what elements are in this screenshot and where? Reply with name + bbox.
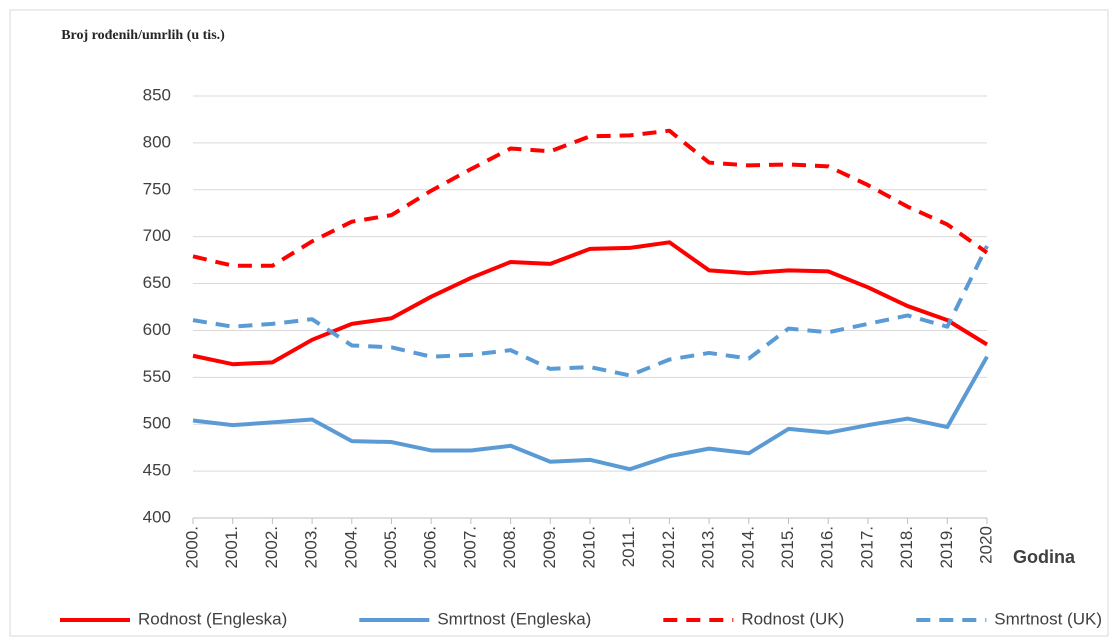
x-tick-label: 2014. (738, 526, 757, 569)
line-series (192, 240, 989, 367)
y-tick-label: 650 (143, 273, 171, 292)
y-tick-label: 700 (143, 226, 171, 245)
legend-label: Smrtnost (Engleska) (437, 609, 591, 628)
y-tick-label: 600 (143, 320, 171, 339)
x-tick-label: 2020 (976, 526, 995, 564)
y-tick-label: 750 (143, 179, 171, 198)
x-tick-label: 2001. (222, 526, 241, 569)
y-tick-label: 850 (143, 85, 171, 104)
x-tick-label: 2006. (421, 526, 440, 569)
x-tick-label: 2003. (302, 526, 321, 569)
x-tick-label: 2004. (341, 526, 360, 569)
y-tick-label: 550 (143, 367, 171, 386)
legend-label: Rodnost (UK) (741, 609, 844, 628)
x-tick-label: 2015. (778, 526, 797, 569)
x-tick-label: 2000. (182, 526, 201, 569)
x-tick-label: 2010. (579, 526, 598, 569)
y-tick-label: 800 (143, 132, 171, 151)
legend-label: Smrtnost (UK) (994, 609, 1102, 628)
y-tick-label: 500 (143, 414, 171, 433)
x-tick-label: 2009. (540, 526, 559, 569)
x-axis-title: Godina (1013, 547, 1076, 567)
x-tick-label: 2005. (381, 526, 400, 569)
line-series (192, 355, 989, 472)
x-tick-label: 2018. (897, 526, 916, 569)
x-tick-label: 2012. (659, 526, 678, 569)
line-series (192, 128, 989, 268)
y-axis-title: Broj rođenih/umrlih (u tis.) (61, 28, 225, 43)
x-tick-label: 2002. (262, 526, 281, 569)
legend-label: Rodnost (Engleska) (138, 609, 287, 628)
chart-border (9, 9, 1109, 637)
x-tick-label: 2007. (460, 526, 479, 569)
x-tick-label: 2013. (699, 526, 718, 569)
x-tick-label: 2011. (619, 526, 638, 567)
y-tick-label: 450 (143, 461, 171, 480)
x-tick-label: 2019. (937, 526, 956, 569)
line-series (192, 245, 989, 378)
x-tick-label: 2017. (857, 526, 876, 569)
y-tick-label: 400 (143, 507, 171, 526)
x-tick-label: 2016. (818, 526, 837, 569)
x-tick-label: 2008. (500, 526, 519, 569)
